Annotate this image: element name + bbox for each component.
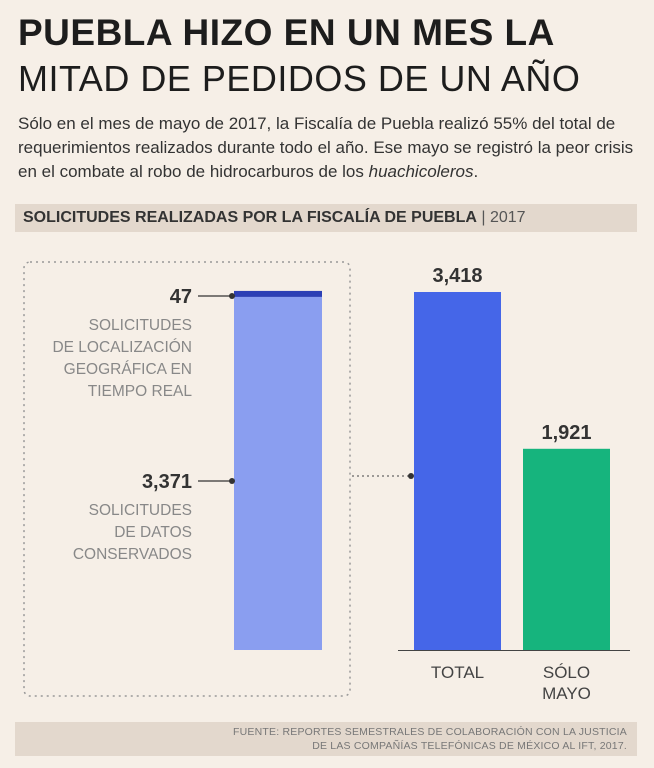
segment-value-1: 3,371 bbox=[142, 471, 192, 493]
source-line1: FUENTE: REPORTES SEMESTRALES DE COLABORA… bbox=[233, 726, 627, 738]
category-label-1-0: SÓLO bbox=[543, 663, 590, 682]
description-italic: huachicoleros bbox=[368, 162, 474, 181]
connector-dot bbox=[408, 473, 414, 479]
segment-label-1-0: SOLICITUDES bbox=[89, 502, 192, 519]
bar-value-label-0: 3,418 bbox=[432, 265, 482, 287]
section-band: SOLICITUDES REALIZADAS POR LA FISCALÍA D… bbox=[15, 204, 637, 232]
segment-dot-1 bbox=[229, 478, 235, 484]
segment-label-1-1: DE DATOS bbox=[114, 524, 192, 541]
section-title-text: SOLICITUDES REALIZADAS POR LA FISCALÍA D… bbox=[23, 209, 477, 226]
description: Sólo en el mes de mayo de 2017, la Fisca… bbox=[18, 112, 638, 184]
bar-0 bbox=[414, 292, 501, 650]
breakdown-segment-1 bbox=[234, 296, 322, 650]
segment-label-0-1: DE LOCALIZACIÓN bbox=[52, 339, 192, 356]
category-label-1-1: MAYO bbox=[542, 684, 591, 703]
source-band: FUENTE: REPORTES SEMESTRALES DE COLABORA… bbox=[15, 722, 637, 756]
segment-dot-0 bbox=[229, 293, 235, 299]
breakdown-segment-0 bbox=[234, 290, 322, 297]
description-end: . bbox=[473, 162, 479, 181]
section-separator: | bbox=[476, 209, 490, 226]
page-title-line1: PUEBLA HIZO EN UN MES LA bbox=[18, 12, 555, 53]
bar-value-label-1: 1,921 bbox=[541, 422, 591, 444]
segment-label-0-3: TIEMPO REAL bbox=[88, 383, 193, 400]
source-line2: DE LAS COMPAÑÍAS TELEFÓNICAS DE MÉXICO A… bbox=[312, 740, 627, 752]
section-title: SOLICITUDES REALIZADAS POR LA FISCALÍA D… bbox=[23, 209, 526, 227]
page-title-line2: MITAD DE PEDIDOS DE UN AÑO bbox=[18, 58, 581, 99]
breakdown-frame bbox=[23, 261, 351, 697]
segment-value-0: 47 bbox=[170, 286, 192, 308]
segment-label-1-2: CONSERVADOS bbox=[73, 546, 192, 563]
category-label-0-0: TOTAL bbox=[431, 663, 484, 682]
description-text: Sólo en el mes de mayo de 2017, la Fisca… bbox=[18, 114, 634, 181]
bar-1 bbox=[523, 448, 610, 650]
segment-label-0-0: SOLICITUDES bbox=[89, 317, 192, 334]
source-note: FUENTE: REPORTES SEMESTRALES DE COLABORA… bbox=[27, 725, 627, 753]
section-year: 2017 bbox=[489, 209, 526, 226]
segment-label-0-2: GEOGRÁFICA EN bbox=[64, 361, 192, 378]
